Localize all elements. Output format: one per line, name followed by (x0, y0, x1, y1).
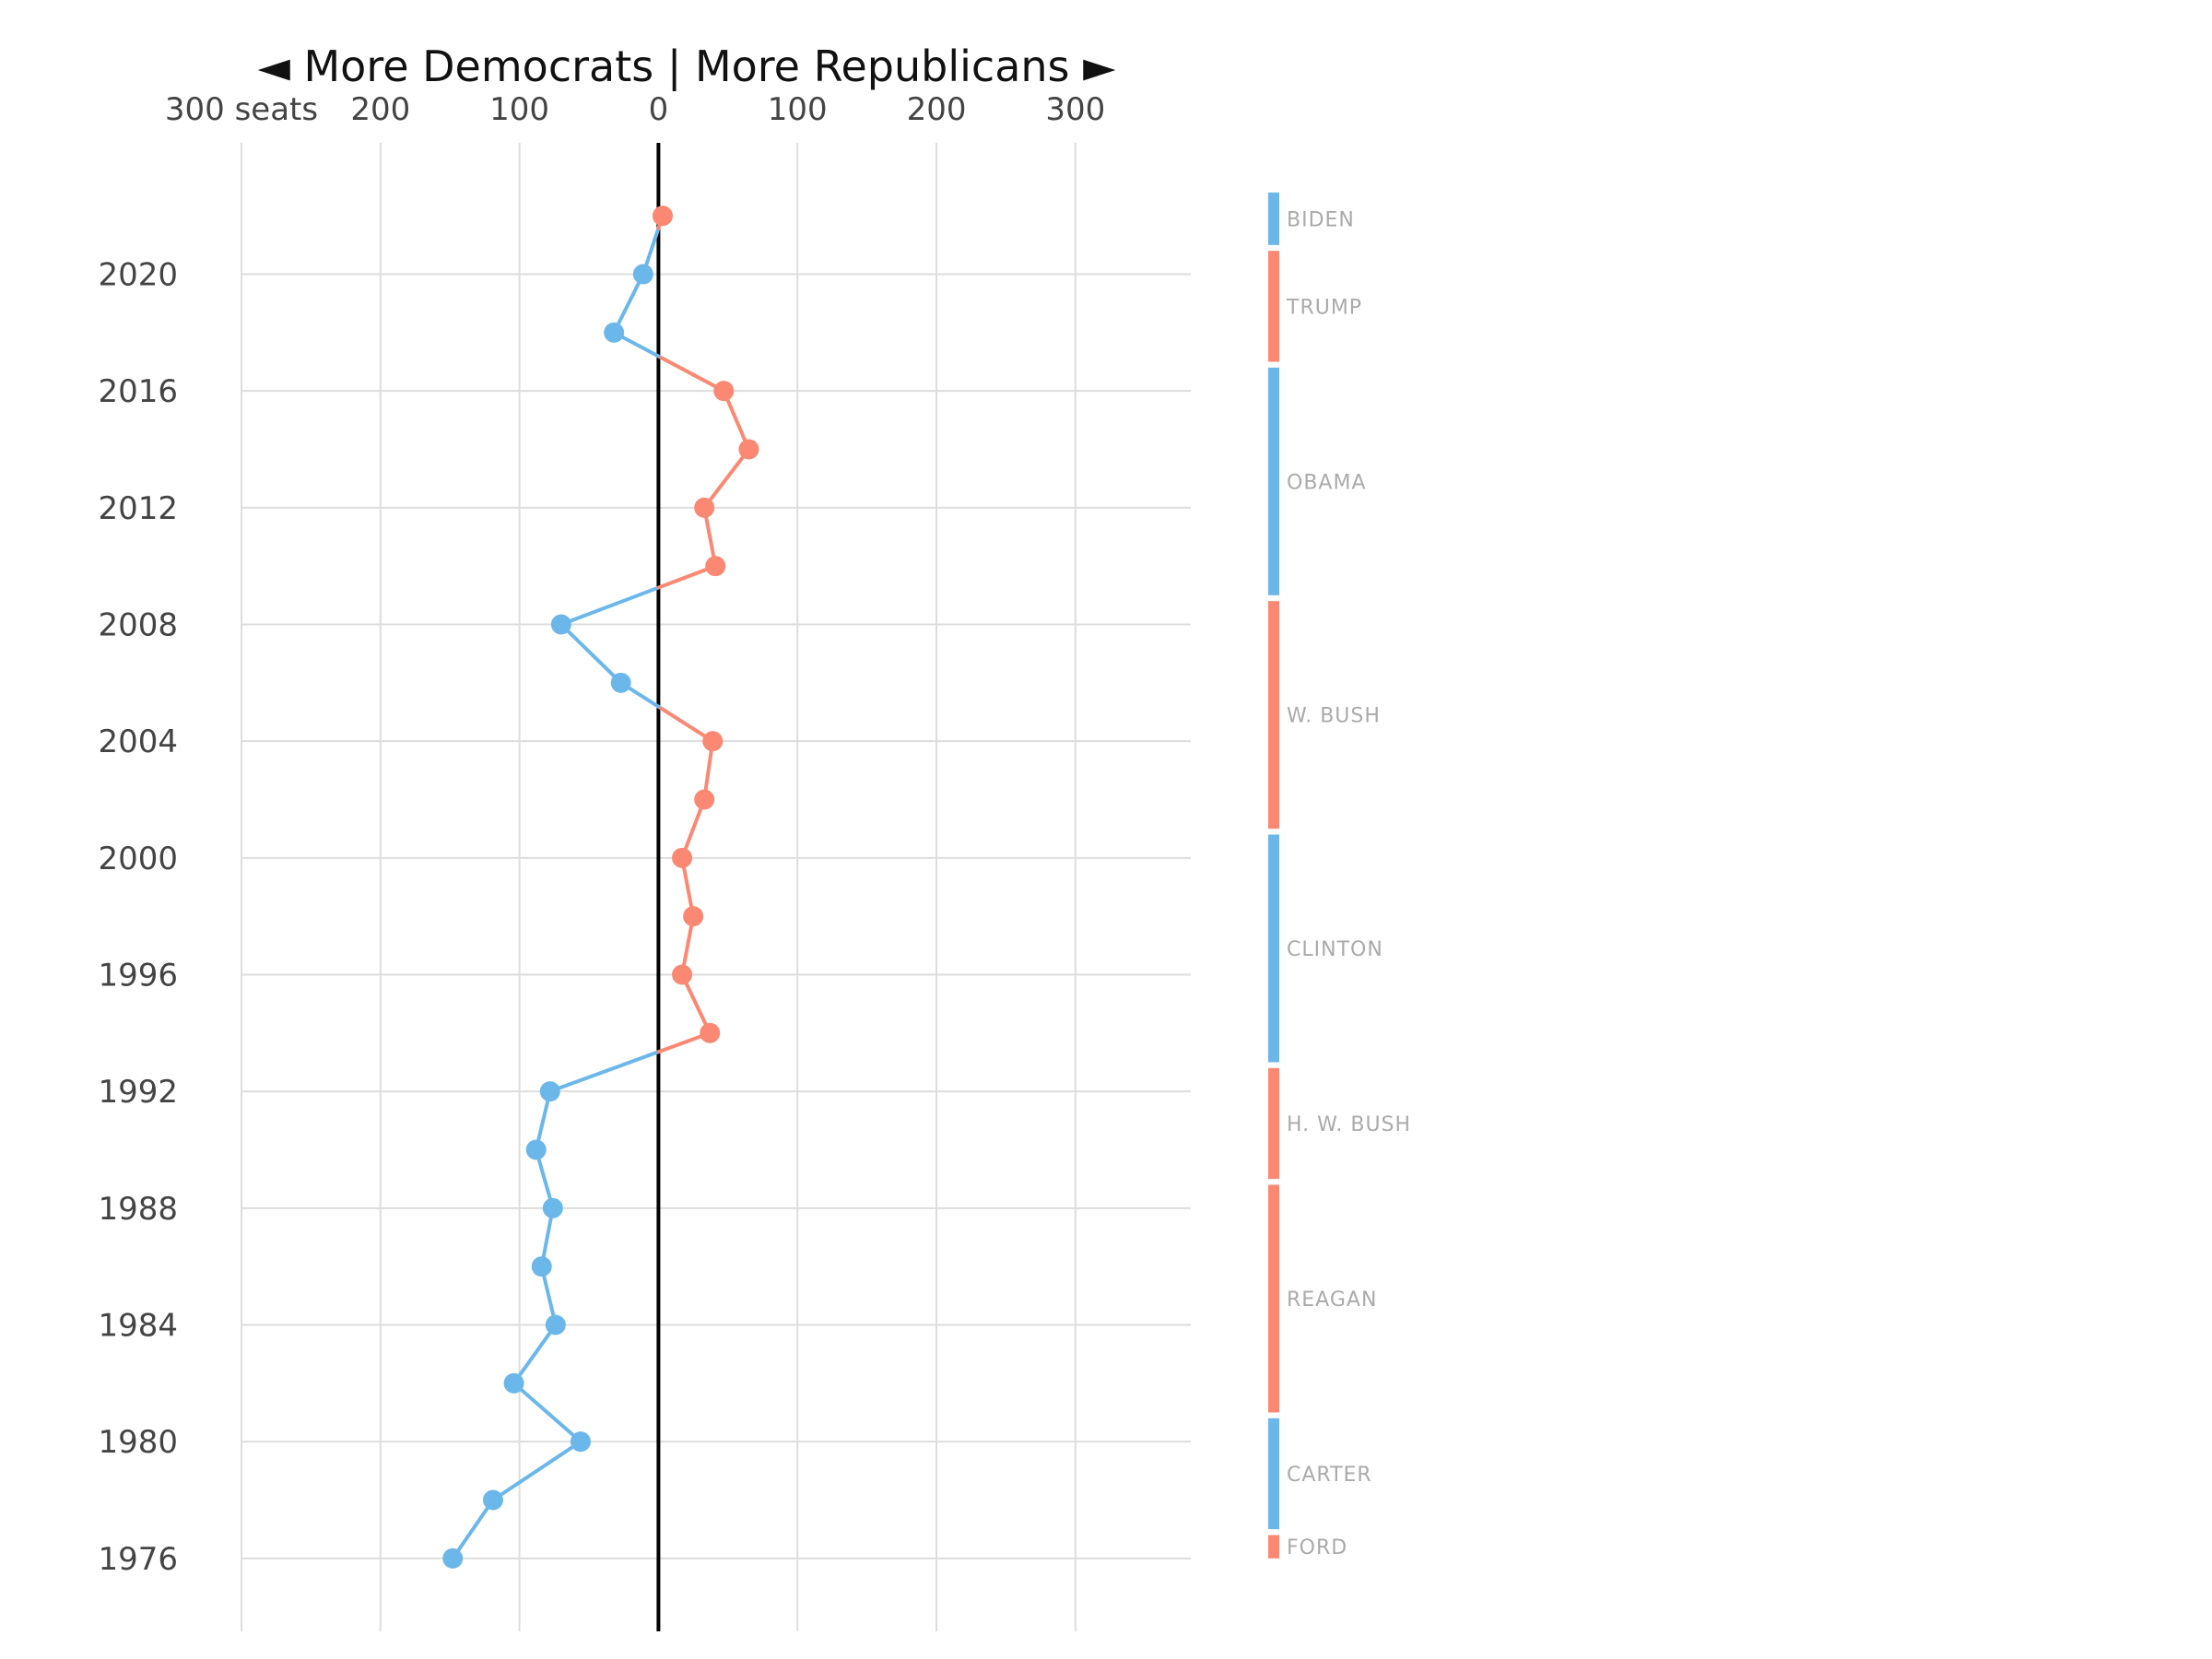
data-point (713, 381, 735, 402)
president-term-bar (1268, 834, 1279, 1063)
series-segment (612, 272, 645, 335)
president-term-bar (1268, 1418, 1279, 1530)
series-segment (680, 972, 712, 1035)
data-point (738, 439, 759, 460)
data-point (531, 1256, 552, 1277)
data-point (672, 964, 693, 985)
data-point (550, 614, 571, 635)
y-tick-label: 1988 (98, 1191, 178, 1228)
series-segment (451, 1498, 495, 1560)
data-point (503, 1372, 524, 1394)
presidents-timeline: BIDEN TRUMP OBAMA W. BUSH CLINTON H. W. BUSH R… (1268, 192, 1411, 1559)
x-tick-label: 100 (489, 91, 549, 128)
president-term-bar (1268, 1535, 1279, 1559)
x-tick-label: 200 (350, 91, 410, 128)
data-point (570, 1431, 591, 1453)
y-tick-label: 1984 (98, 1308, 178, 1345)
data-point (652, 206, 673, 227)
grid-lines (241, 143, 1191, 1631)
series-segment (547, 1050, 661, 1094)
data-point (442, 1547, 464, 1569)
y-tick-label: 2020 (98, 257, 178, 294)
series-segment (512, 1381, 582, 1444)
y-tick-label: 1992 (98, 1074, 178, 1111)
data-point (604, 322, 625, 343)
x-tick-label: 100 (768, 91, 828, 128)
data-point (545, 1314, 566, 1335)
president-term-bar (1268, 1184, 1279, 1413)
x-tick-label: 0 (649, 91, 669, 128)
y-tick-label: 2012 (98, 490, 178, 527)
data-point (542, 1197, 563, 1218)
president-term-bar (1268, 251, 1279, 362)
series-segment (512, 1323, 558, 1385)
president-label: CARTER (1287, 1464, 1372, 1487)
y-tick-label: 2000 (98, 841, 178, 877)
president-label: CLINTON (1287, 938, 1383, 961)
x-tick-label: 300 seats (165, 91, 318, 128)
president-label: FORD (1287, 1536, 1347, 1559)
president-label: TRUMP (1286, 296, 1362, 319)
data-point (525, 1139, 547, 1160)
president-label: OBAMA (1287, 471, 1367, 494)
president-label: H. W. BUSH (1287, 1113, 1411, 1136)
series-points (442, 206, 759, 1569)
series-segment (722, 389, 751, 452)
series-lines (451, 214, 751, 1560)
y-tick-label: 2008 (98, 607, 178, 644)
chart-title: ◄ More Democrats | More Republicans ► (257, 41, 1116, 92)
series-segment (702, 447, 751, 510)
y-tick-label: 1980 (98, 1424, 178, 1461)
data-point (672, 847, 693, 868)
series-segment (680, 797, 707, 860)
president-label: BIDEN (1287, 208, 1355, 231)
president-label: W. BUSH (1287, 705, 1381, 728)
series-segment (490, 1440, 582, 1502)
y-axis-ticks: 1976 1980 1984 1988 1992 1996 2000 2004 2008 2012… (98, 257, 178, 1578)
series-segment (559, 585, 661, 627)
data-point (482, 1489, 503, 1511)
y-tick-label: 2016 (98, 373, 178, 410)
series-segment (656, 354, 726, 394)
y-tick-label: 2004 (98, 724, 178, 760)
data-point (610, 672, 631, 693)
data-point (632, 264, 653, 285)
data-point (700, 1022, 721, 1043)
x-tick-label: 200 (907, 91, 967, 128)
data-point (694, 497, 715, 518)
y-tick-label: 1976 (98, 1541, 178, 1578)
data-point (683, 906, 704, 927)
series-segment (559, 622, 623, 685)
president-term-bar (1268, 601, 1279, 830)
y-tick-label: 1996 (98, 958, 178, 994)
series-segment (656, 704, 715, 744)
president-term-bar (1268, 192, 1279, 245)
president-label: REAGAN (1287, 1288, 1377, 1312)
data-point (702, 731, 724, 752)
data-point (539, 1081, 560, 1102)
president-term-bar (1268, 367, 1279, 595)
data-point (705, 556, 726, 577)
x-axis-ticks: 300 seats 200 100 0 100 200 300 (165, 91, 1105, 128)
president-term-bar (1268, 1067, 1279, 1180)
x-tick-label: 300 (1045, 91, 1105, 128)
data-point (694, 789, 715, 810)
series-segment (656, 564, 718, 590)
